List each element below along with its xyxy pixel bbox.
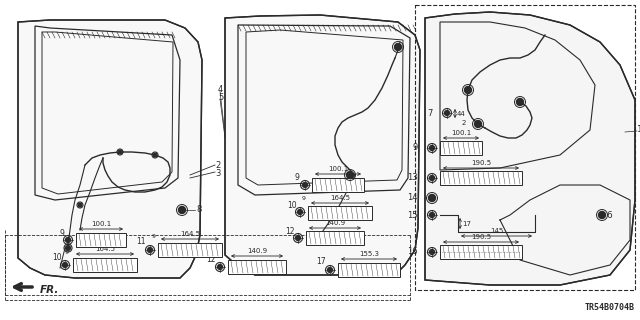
Text: 44: 44 — [457, 110, 466, 116]
Bar — [308, 206, 372, 220]
Circle shape — [148, 248, 152, 252]
Circle shape — [429, 195, 435, 202]
Text: 16: 16 — [408, 247, 418, 257]
Circle shape — [346, 172, 353, 179]
Text: 2: 2 — [462, 120, 467, 126]
Circle shape — [118, 150, 122, 154]
Polygon shape — [18, 20, 202, 278]
Text: 100.1: 100.1 — [328, 166, 348, 172]
Text: 15: 15 — [408, 211, 418, 220]
Text: 10: 10 — [52, 253, 62, 262]
Circle shape — [465, 86, 472, 93]
Text: 7: 7 — [428, 108, 433, 117]
Text: 11: 11 — [136, 237, 146, 246]
Circle shape — [429, 146, 435, 150]
Text: 9: 9 — [413, 143, 418, 153]
Polygon shape — [425, 12, 635, 285]
Circle shape — [303, 182, 307, 188]
Circle shape — [63, 262, 67, 268]
Text: 17: 17 — [316, 258, 326, 267]
Text: 9: 9 — [294, 173, 300, 182]
Bar — [158, 243, 222, 257]
Circle shape — [218, 265, 223, 269]
Text: 190.5: 190.5 — [471, 160, 491, 166]
Text: 164.5: 164.5 — [180, 231, 200, 237]
Text: TR54B0704B: TR54B0704B — [585, 303, 635, 312]
Bar — [440, 141, 482, 155]
Circle shape — [65, 246, 70, 250]
Text: 9: 9 — [152, 234, 156, 238]
Text: 9: 9 — [65, 251, 69, 255]
Text: 145: 145 — [490, 228, 503, 234]
Text: 9: 9 — [302, 196, 306, 202]
Bar — [228, 260, 286, 274]
Text: 155.3: 155.3 — [359, 251, 379, 257]
Circle shape — [65, 237, 70, 243]
Text: 9: 9 — [60, 228, 65, 237]
Text: 12: 12 — [285, 227, 295, 236]
Text: 10: 10 — [287, 201, 297, 210]
Circle shape — [298, 210, 303, 214]
Circle shape — [429, 250, 435, 254]
Bar — [415, 5, 635, 290]
Text: 140.9: 140.9 — [247, 248, 267, 254]
Text: 8: 8 — [196, 205, 202, 214]
Text: 13: 13 — [408, 173, 418, 182]
Circle shape — [179, 206, 186, 213]
Text: 12: 12 — [206, 254, 216, 263]
Text: 164.5: 164.5 — [330, 195, 350, 201]
Text: 100.1: 100.1 — [451, 130, 471, 136]
Text: 164.5: 164.5 — [95, 246, 115, 252]
Bar — [306, 231, 364, 245]
Circle shape — [474, 121, 481, 127]
Bar — [440, 245, 522, 259]
Bar — [76, 233, 126, 247]
Circle shape — [516, 99, 524, 106]
Text: 1: 1 — [637, 125, 640, 134]
Bar — [440, 171, 522, 185]
Polygon shape — [225, 15, 420, 275]
Text: FR.: FR. — [40, 285, 60, 295]
Bar — [338, 263, 400, 277]
Circle shape — [429, 212, 435, 218]
Bar — [312, 178, 364, 192]
Circle shape — [394, 44, 401, 51]
Text: 100.1: 100.1 — [91, 221, 111, 227]
Text: 3: 3 — [215, 169, 220, 178]
Circle shape — [445, 110, 449, 116]
Circle shape — [153, 153, 157, 157]
Circle shape — [296, 236, 300, 240]
Text: 2: 2 — [215, 161, 220, 170]
Bar — [73, 258, 137, 272]
Text: 6: 6 — [606, 211, 612, 220]
Text: 140.9: 140.9 — [325, 220, 345, 226]
Text: 17: 17 — [462, 220, 471, 227]
Text: 14: 14 — [408, 194, 418, 203]
Circle shape — [429, 176, 435, 180]
Circle shape — [328, 268, 332, 272]
Text: 5: 5 — [218, 93, 223, 102]
Circle shape — [598, 212, 605, 219]
Circle shape — [78, 203, 82, 207]
Text: 190.5: 190.5 — [471, 234, 491, 240]
Text: 4: 4 — [218, 85, 223, 94]
